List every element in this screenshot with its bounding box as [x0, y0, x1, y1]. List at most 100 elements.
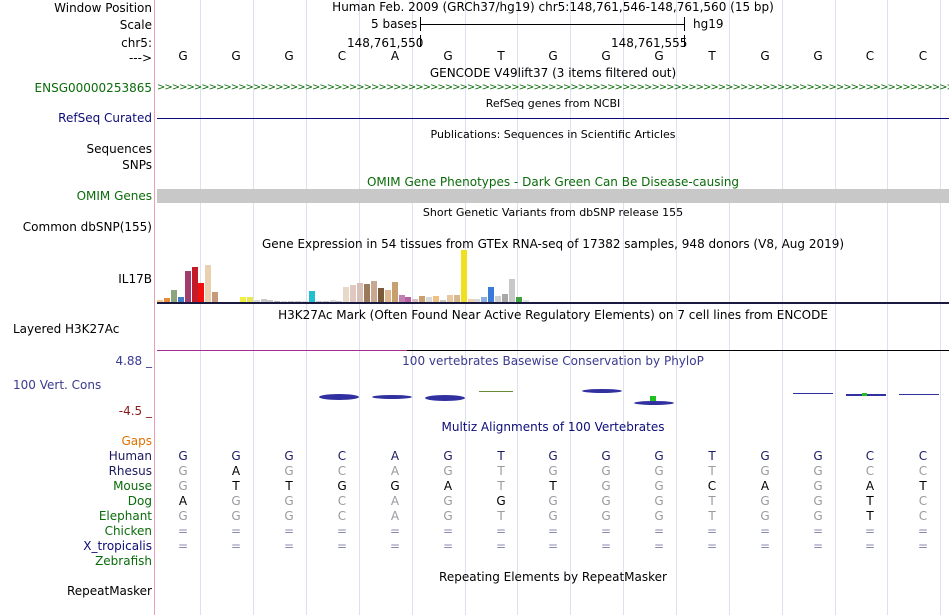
gencode-title[interactable]: GENCODE V49lift37 (3 items filtered out) — [429, 66, 677, 80]
gtex-gene-label[interactable]: IL17B — [118, 272, 152, 286]
gtex-tissue-bar[interactable] — [178, 297, 184, 302]
sequence-base[interactable]: G — [284, 49, 294, 63]
omim-title[interactable]: OMIM Gene Phenotypes - Dark Green Can Be… — [366, 175, 740, 189]
gtex-tissue-bar[interactable] — [212, 292, 218, 302]
gtex-tissue-bar[interactable] — [336, 301, 342, 302]
gtex-tissue-bar[interactable] — [198, 283, 204, 302]
gtex-tissue-bar[interactable] — [323, 301, 329, 302]
h3k27ac-signal-line[interactable] — [157, 350, 949, 351]
gtex-tissue-bar[interactable] — [474, 299, 480, 302]
omim-label[interactable]: OMIM Genes — [76, 189, 152, 203]
cons-label[interactable]: 100 Vert. Cons — [13, 378, 102, 392]
gtex-tissue-bar[interactable] — [454, 295, 460, 302]
sequence-base[interactable]: G — [548, 49, 558, 63]
repeatmasker-label[interactable]: RepeatMasker — [66, 584, 152, 598]
gtex-tissue-bar[interactable] — [440, 300, 446, 302]
gtex-tissue-bar[interactable] — [516, 297, 522, 302]
gtex-tissue-bar[interactable] — [433, 296, 439, 302]
gtex-tissue-bar[interactable] — [247, 297, 253, 302]
refseq-gene-line[interactable] — [157, 118, 949, 119]
sequence-base[interactable]: A — [390, 49, 400, 63]
sequence-base[interactable]: T — [708, 49, 716, 63]
sequence-base[interactable]: G — [760, 49, 770, 63]
species-label[interactable]: Zebrafish — [95, 554, 152, 568]
h3k27ac-title[interactable]: H3K27Ac Mark (Often Found Near Active Re… — [278, 308, 828, 322]
gtex-tissue-bar[interactable] — [295, 301, 301, 302]
gtex-tissue-bar[interactable] — [419, 296, 425, 302]
gtex-tissue-bar[interactable] — [502, 294, 508, 302]
gtex-tissue-bar[interactable] — [392, 282, 398, 302]
sequence-base[interactable]: C — [337, 49, 347, 63]
sequence-base[interactable]: G — [443, 49, 453, 63]
gtex-tissue-bar[interactable] — [364, 284, 370, 302]
sequence-base[interactable]: T — [497, 49, 505, 63]
omim-feature-bar[interactable] — [157, 189, 949, 203]
species-label[interactable]: Elephant — [98, 509, 152, 523]
multiz-title[interactable]: Multiz Alignments of 100 Vertebrates — [441, 420, 665, 434]
assembly-title[interactable]: Human Feb. 2009 (GRCh37/hg19) chr5:148,7… — [332, 0, 774, 14]
refseq-label[interactable]: RefSeq Curated — [58, 111, 152, 125]
gtex-tissue-bar[interactable] — [495, 296, 501, 302]
h3k27ac-label[interactable]: Layered H3K27Ac — [13, 322, 120, 336]
gtex-tissue-bar[interactable] — [240, 297, 246, 302]
dbsnp-label[interactable]: Common dbSNP(155) — [22, 220, 152, 234]
gencode-gene-feature[interactable]: >>>>>>>>>>>>>>>>>>>>>>>>>>>>>>>>>>>>>>>>… — [157, 82, 949, 93]
gtex-tissue-bar[interactable] — [350, 285, 356, 302]
gtex-tissue-bar[interactable] — [157, 300, 163, 302]
repeatmasker-title[interactable]: Repeating Elements by RepeatMasker — [439, 570, 667, 584]
gtex-tissue-bar[interactable] — [399, 295, 405, 302]
gtex-tissue-bar[interactable] — [171, 290, 177, 302]
gtex-tissue-bar[interactable] — [481, 297, 487, 302]
gtex-tissue-bar[interactable] — [488, 287, 494, 302]
cons-title[interactable]: 100 vertebrates Basewise Conservation by… — [402, 354, 704, 368]
snps-label[interactable]: SNPs — [122, 158, 152, 172]
sequence-base[interactable]: G — [231, 49, 241, 63]
species-label[interactable]: Human — [108, 449, 152, 463]
gtex-tissue-bar[interactable] — [261, 299, 267, 302]
gtex-tissue-bar[interactable] — [343, 287, 349, 302]
sequence-base[interactable]: G — [654, 49, 664, 63]
gtex-tissue-bar[interactable] — [316, 301, 322, 302]
gtex-tissue-bar[interactable] — [523, 300, 529, 302]
sequence-base[interactable]: G — [601, 49, 611, 63]
gtex-tissue-bar[interactable] — [330, 300, 336, 302]
gtex-tissue-bar[interactable] — [468, 299, 474, 302]
gtex-tissue-bar[interactable] — [426, 297, 432, 302]
gtex-tissue-bar[interactable] — [378, 288, 384, 302]
gtex-tissue-bar[interactable] — [185, 271, 191, 302]
species-label[interactable]: Rhesus — [108, 464, 152, 478]
sequence-base[interactable]: G — [813, 49, 823, 63]
gtex-tissue-bar[interactable] — [412, 299, 418, 302]
refseq-title[interactable]: RefSeq genes from NCBI — [485, 97, 621, 110]
cons-signal-plot[interactable] — [157, 385, 950, 410]
gtex-tissue-bar[interactable] — [302, 301, 308, 302]
gtex-tissue-bar[interactable] — [254, 300, 260, 302]
species-label[interactable]: Dog — [127, 494, 152, 508]
sequences-label[interactable]: Sequences — [86, 142, 152, 156]
species-label[interactable]: Mouse — [113, 479, 152, 493]
gencode-gene-label[interactable]: ENSG00000253865 — [34, 81, 152, 95]
gtex-tissue-bar[interactable] — [164, 298, 170, 302]
gtex-title[interactable]: Gene Expression in 54 tissues from GTEx … — [261, 237, 845, 251]
sequence-base[interactable]: C — [918, 49, 928, 63]
gtex-expression-chart[interactable] — [157, 250, 557, 302]
publications-title[interactable]: Publications: Sequences in Scientific Ar… — [430, 128, 676, 141]
dbsnp-title[interactable]: Short Genetic Variants from dbSNP releas… — [422, 206, 684, 219]
gtex-tissue-bar[interactable] — [288, 301, 294, 302]
gtex-tissue-bar[interactable] — [274, 301, 280, 302]
sequence-base[interactable]: G — [178, 49, 188, 63]
sequence-base[interactable]: C — [865, 49, 875, 63]
gtex-tissue-bar[interactable] — [205, 265, 211, 302]
gtex-tissue-bar[interactable] — [309, 291, 315, 302]
gaps-label[interactable]: Gaps — [121, 434, 152, 448]
gtex-tissue-bar[interactable] — [385, 290, 391, 302]
gtex-tissue-bar[interactable] — [509, 279, 515, 302]
gtex-tissue-bar[interactable] — [461, 250, 467, 302]
gtex-tissue-bar[interactable] — [267, 300, 273, 302]
gtex-tissue-bar[interactable] — [281, 301, 287, 302]
species-label[interactable]: X_tropicalis — [83, 539, 152, 553]
gtex-tissue-bar[interactable] — [371, 281, 377, 302]
gtex-tissue-bar[interactable] — [357, 283, 363, 302]
species-label[interactable]: Chicken — [104, 524, 152, 538]
gtex-tissue-bar[interactable] — [447, 295, 453, 302]
